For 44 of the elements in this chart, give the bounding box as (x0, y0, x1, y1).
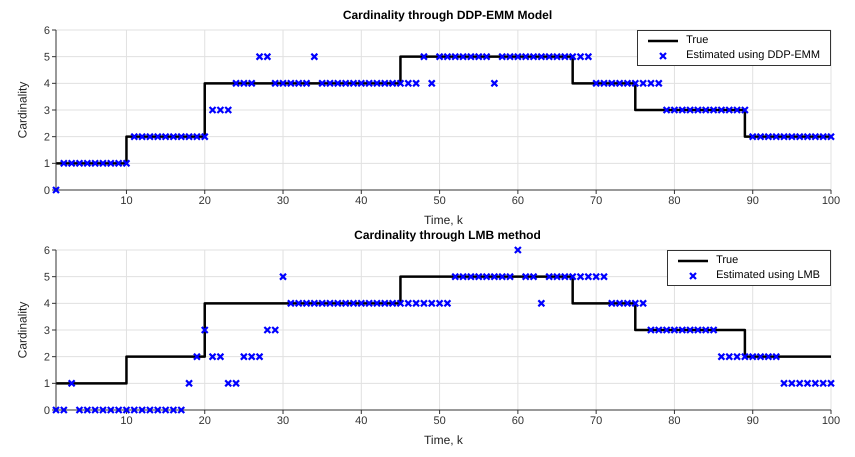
x-tick-label: 40 (355, 194, 368, 207)
y-axis-title: Cardinality (15, 82, 30, 138)
x-axis-title: Time, k (424, 433, 464, 447)
x-tick-label: 100 (822, 194, 840, 207)
x-tick-label: 90 (746, 194, 759, 207)
y-tick-label: 3 (44, 104, 50, 117)
x-tick-label: 50 (433, 414, 446, 427)
y-tick-label: 2 (44, 352, 50, 364)
y-tick-label: 5 (44, 272, 50, 284)
y-tick-label: 0 (44, 184, 50, 197)
y-tick-label: 4 (44, 78, 50, 90)
x-tick-label: 30 (276, 194, 290, 207)
x-tick-label: 60 (512, 194, 524, 207)
x-tick-label: 80 (668, 414, 681, 427)
y-tick-label: 1 (44, 378, 50, 390)
x-tick-label: 80 (668, 194, 681, 207)
x-tick-label: 100 (822, 414, 840, 427)
x-tick-label: 60 (512, 414, 524, 427)
y-tick-label: 6 (44, 24, 50, 37)
chart-title: Cardinality through LMB method (353, 228, 542, 242)
x-tick-label: 70 (590, 194, 602, 207)
x-tick-label: 20 (198, 414, 211, 427)
y-tick-label: 2 (44, 132, 50, 144)
x-tick-label: 90 (746, 414, 759, 427)
legend-label: Estimated using LMB (716, 268, 820, 283)
chart-title: Cardinality through DDP-EMM Model (342, 8, 554, 22)
y-tick-label: 1 (44, 158, 50, 170)
x-tick-label: 20 (198, 194, 211, 207)
y-tick-label: 5 (44, 52, 50, 64)
y-tick-label: 0 (44, 404, 50, 417)
x-tick-label: 30 (276, 414, 290, 427)
x-axis-title: Time, k (424, 213, 464, 227)
x-tick-label: 70 (590, 414, 602, 427)
y-tick-label: 4 (44, 298, 50, 310)
y-tick-label: 6 (44, 244, 50, 257)
legend-label: Estimated using DDP-EMM (686, 48, 820, 63)
legend-label: True (686, 33, 708, 48)
x-tick-label: 40 (355, 414, 368, 427)
x-tick-label: 10 (120, 414, 133, 427)
x-tick-label: 10 (120, 194, 133, 207)
x-tick-label: 50 (433, 194, 446, 207)
legend-label: True (716, 253, 738, 268)
y-axis-title: Cardinality (15, 302, 30, 358)
y-tick-label: 3 (44, 324, 50, 337)
